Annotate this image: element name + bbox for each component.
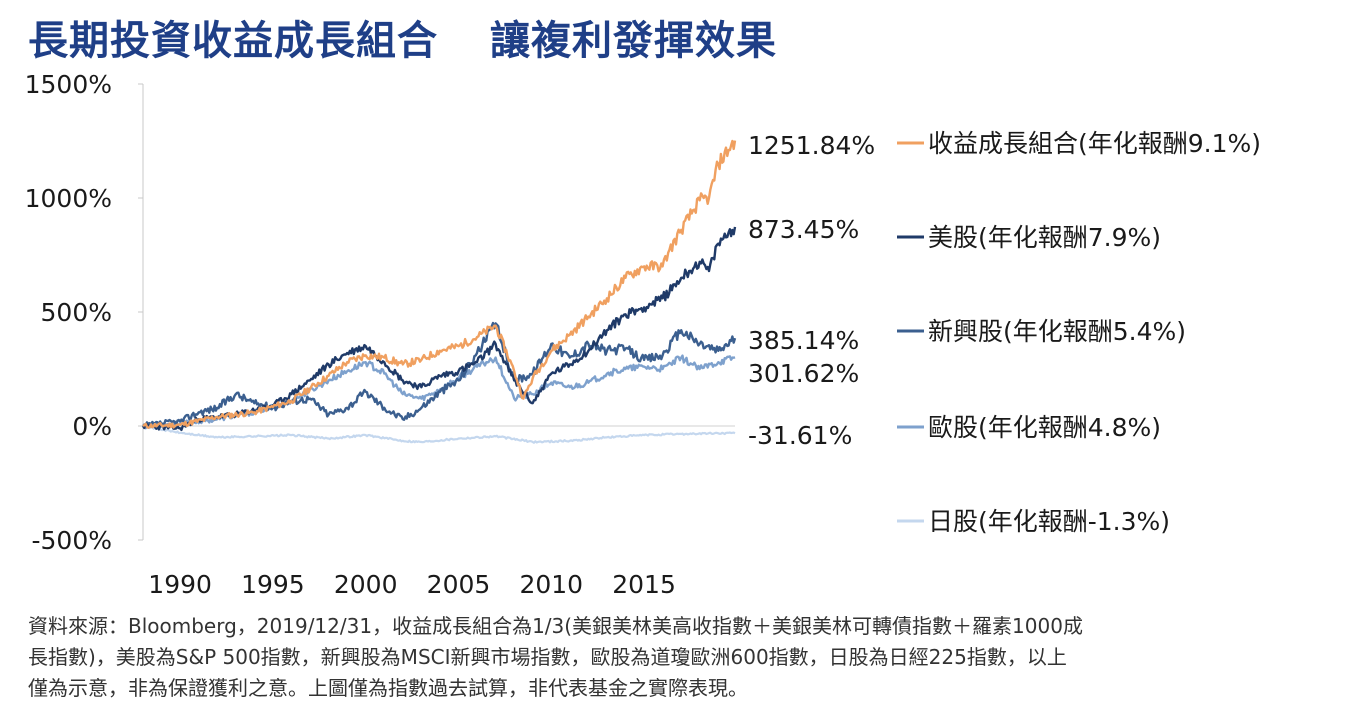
footnote-line-3: 僅為示意，非為保證獲利之意。上圖僅為指數過去試算，非代表基金之實際表現。 <box>28 676 748 700</box>
end-value-label-income_growth: 1251.84% <box>748 131 875 160</box>
series-line-em <box>142 321 737 427</box>
y-tick-label: 500% <box>41 298 112 327</box>
x-tick-label: 2000 <box>334 570 398 599</box>
end-value-label-em: 385.14% <box>748 326 859 355</box>
y-tick-label: 1000% <box>25 184 112 213</box>
line-chart: -500% 0% 500% 1000% 1500% 1990 1995 2000 2005 201… <box>25 70 1261 599</box>
legend-label-income_growth: 收益成長組合(年化報酬9.1%) <box>928 129 1261 158</box>
footnote-line-1: 資料來源：Bloomberg，2019/12/31，收益成長組合為1/3(美銀美… <box>28 614 1083 638</box>
x-tick-label: 2005 <box>427 570 491 599</box>
series-line-income_growth <box>142 139 737 429</box>
x-tick-label: 2015 <box>612 570 676 599</box>
page-title: 長期投資收益成長組合 讓複利發揮效果 <box>28 8 777 66</box>
legend-label-us: 美股(年化報酬7.9%) <box>928 223 1161 252</box>
title-part2: 讓複利發揮效果 <box>490 18 777 64</box>
y-tick-label: -500% <box>32 526 113 555</box>
footnote-line-2: 長指數)，美股為S&P 500指數，新興股為MSCI新興市場指數，歐股為道瓊歐洲… <box>28 645 1067 669</box>
end-value-label-us: 873.45% <box>748 215 859 244</box>
y-tick-label: 1500% <box>25 70 112 99</box>
series-line-jp <box>142 425 736 444</box>
x-tick-label: 2010 <box>519 570 583 599</box>
legend-label-jp: 日股(年化報酬-1.3%) <box>928 507 1170 536</box>
x-tick-label: 1995 <box>241 570 305 599</box>
title-part1: 長期投資收益成長組合 <box>28 18 438 64</box>
legend-label-eu: 歐股(年化報酬4.8%) <box>928 413 1161 442</box>
x-tick-label: 1990 <box>148 570 212 599</box>
y-tick-label: 0% <box>72 412 112 441</box>
end-value-label-eu: 301.62% <box>748 359 859 388</box>
legend-label-em: 新興股(年化報酬5.4%) <box>928 317 1186 346</box>
end-value-label-jp: -31.61% <box>748 421 852 450</box>
source-footnote: 資料來源：Bloomberg，2019/12/31，收益成長組合為1/3(美銀美… <box>28 611 1328 704</box>
